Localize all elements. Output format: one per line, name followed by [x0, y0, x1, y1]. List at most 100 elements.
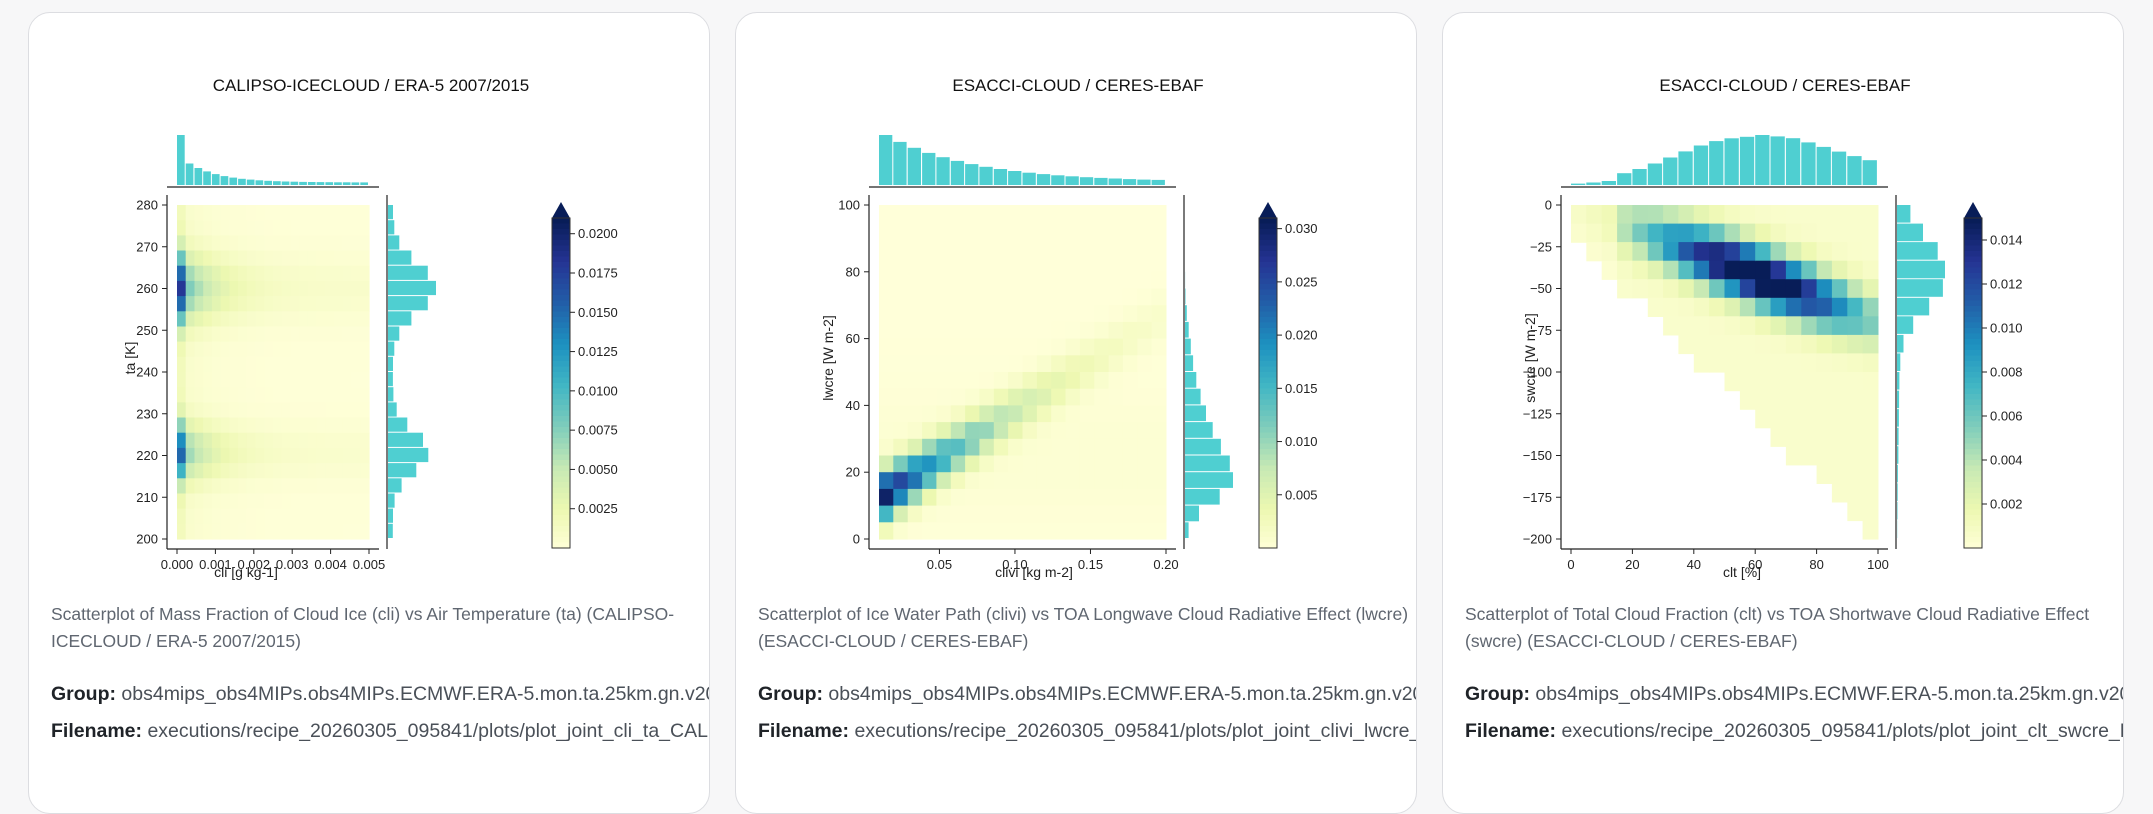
colorbar-segment	[1964, 312, 1982, 318]
heatmap-cell	[186, 524, 195, 540]
colorbar-segment	[552, 257, 570, 263]
heatmap-cell	[256, 402, 265, 418]
heatmap-cell	[317, 296, 326, 312]
histogram-bar	[1897, 335, 1904, 353]
colorbar-segment	[552, 499, 570, 505]
heatmap-cell	[186, 311, 195, 327]
group-row: Group: obs4mips_obs4MIPs.obs4MIPs.ECMWF.…	[1465, 683, 2124, 706]
heatmap-cell	[1771, 261, 1787, 280]
filename-row: Filename: executions/recipe_20260305_095…	[51, 720, 710, 743]
heatmap-cell	[1832, 298, 1848, 317]
heatmap-cell	[1771, 409, 1787, 428]
heatmap-cell	[256, 311, 265, 327]
histogram-bar	[1152, 180, 1165, 185]
colorbar-segment	[1964, 262, 1982, 268]
colorbar-segment	[1259, 268, 1277, 274]
heatmap-cell	[1051, 522, 1066, 539]
heatmap-cell	[1771, 428, 1787, 447]
heatmap-cell	[1678, 205, 1694, 224]
colorbar-tick-label: 0.014	[1990, 233, 2023, 248]
heatmap-cell	[221, 463, 230, 479]
heatmap-cell	[1801, 353, 1817, 372]
heatmap-cell	[1152, 506, 1167, 523]
heatmap-cell	[1586, 242, 1602, 261]
colorbar-segment	[1964, 460, 1982, 466]
heatmap-cell	[1094, 289, 1109, 306]
heatmap-cell	[195, 524, 204, 540]
heatmap-cell	[879, 522, 894, 539]
y-tick-label: 230	[136, 406, 158, 421]
heatmap-cell	[1832, 316, 1848, 335]
heatmap-cell	[908, 522, 923, 539]
group-label: Group:	[51, 683, 116, 705]
heatmap-cell	[238, 205, 247, 221]
heatmap-cell	[1080, 238, 1095, 255]
group-value: obs4mips_obs4MIPs.obs4MIPs.ECMWF.ERA-5.m…	[121, 683, 710, 705]
filename-row: Filename: executions/recipe_20260305_095…	[758, 720, 1417, 743]
heatmap-cell	[1094, 422, 1109, 439]
heatmap-cell	[264, 342, 273, 358]
heatmap-cell	[1663, 279, 1679, 298]
heatmap-cell	[1725, 335, 1741, 354]
heatmap-cell	[1080, 322, 1095, 339]
right-histogram	[387, 195, 436, 549]
heatmap-cell	[922, 405, 937, 422]
colorbar-segment	[552, 389, 570, 395]
heatmap-cell	[1109, 305, 1124, 322]
heatmap-cell	[1152, 372, 1167, 389]
heatmap-cell	[1740, 372, 1756, 391]
heatmap-cell	[212, 327, 221, 343]
heatmap-cell	[1123, 355, 1138, 372]
heatmap-cell	[1123, 238, 1138, 255]
colorbar-segment	[1964, 273, 1982, 279]
colorbar-segment	[1259, 493, 1277, 499]
heatmap-cell	[273, 524, 282, 540]
heatmap-cell	[1725, 242, 1741, 261]
heatmap-cell	[1037, 322, 1052, 339]
colorbar-segment	[552, 378, 570, 384]
histogram-bar	[388, 448, 428, 462]
heatmap-cell	[994, 322, 1009, 339]
heatmap-cell	[273, 281, 282, 297]
heatmap-cell	[195, 357, 204, 373]
colorbar-segment	[552, 262, 570, 268]
plot-card-1[interactable]: CALIPSO-ICECLOUD / ERA-5 2007/2015 0.000…	[28, 12, 710, 814]
heatmap-cell	[1863, 224, 1879, 243]
heatmap-cell	[1066, 322, 1081, 339]
histogram-bar	[352, 182, 360, 185]
heatmap-cell	[922, 255, 937, 272]
histogram-bar	[1694, 146, 1708, 186]
y-tick-label: 240	[136, 365, 158, 380]
heatmap-cell	[273, 402, 282, 418]
histogram-bar	[994, 169, 1007, 185]
heatmap-cell	[299, 266, 308, 282]
heatmap-cell	[186, 327, 195, 343]
heatmap-cell	[221, 448, 230, 464]
heatmap-cell	[256, 266, 265, 282]
histogram-bar	[177, 135, 185, 185]
heatmap-cell	[994, 472, 1009, 489]
histogram-bar	[1709, 141, 1723, 185]
heatmap-cell	[291, 327, 300, 343]
heatmap-cell	[922, 238, 937, 255]
heatmap-cell	[334, 266, 343, 282]
heatmap-cell	[325, 251, 334, 267]
heatmap-cell	[1023, 405, 1038, 422]
heatmap-cell	[212, 402, 221, 418]
heatmap-cell	[1152, 289, 1167, 306]
colorbar-segment	[552, 383, 570, 389]
heatmap-cell	[1632, 242, 1648, 261]
heatmap-cell	[352, 448, 361, 464]
heatmap-cell	[893, 439, 908, 456]
colorbar-tick-label: 0.015	[1285, 381, 1318, 396]
heatmap-cell	[979, 289, 994, 306]
heatmap-cell	[186, 235, 195, 251]
heatmap-cell	[360, 509, 369, 525]
heatmap-cell	[1817, 335, 1833, 354]
heatmap-cell	[1008, 305, 1023, 322]
heatmap-cell	[352, 205, 361, 221]
heatmap-cell	[1008, 372, 1023, 389]
heatmap-cell	[221, 281, 230, 297]
